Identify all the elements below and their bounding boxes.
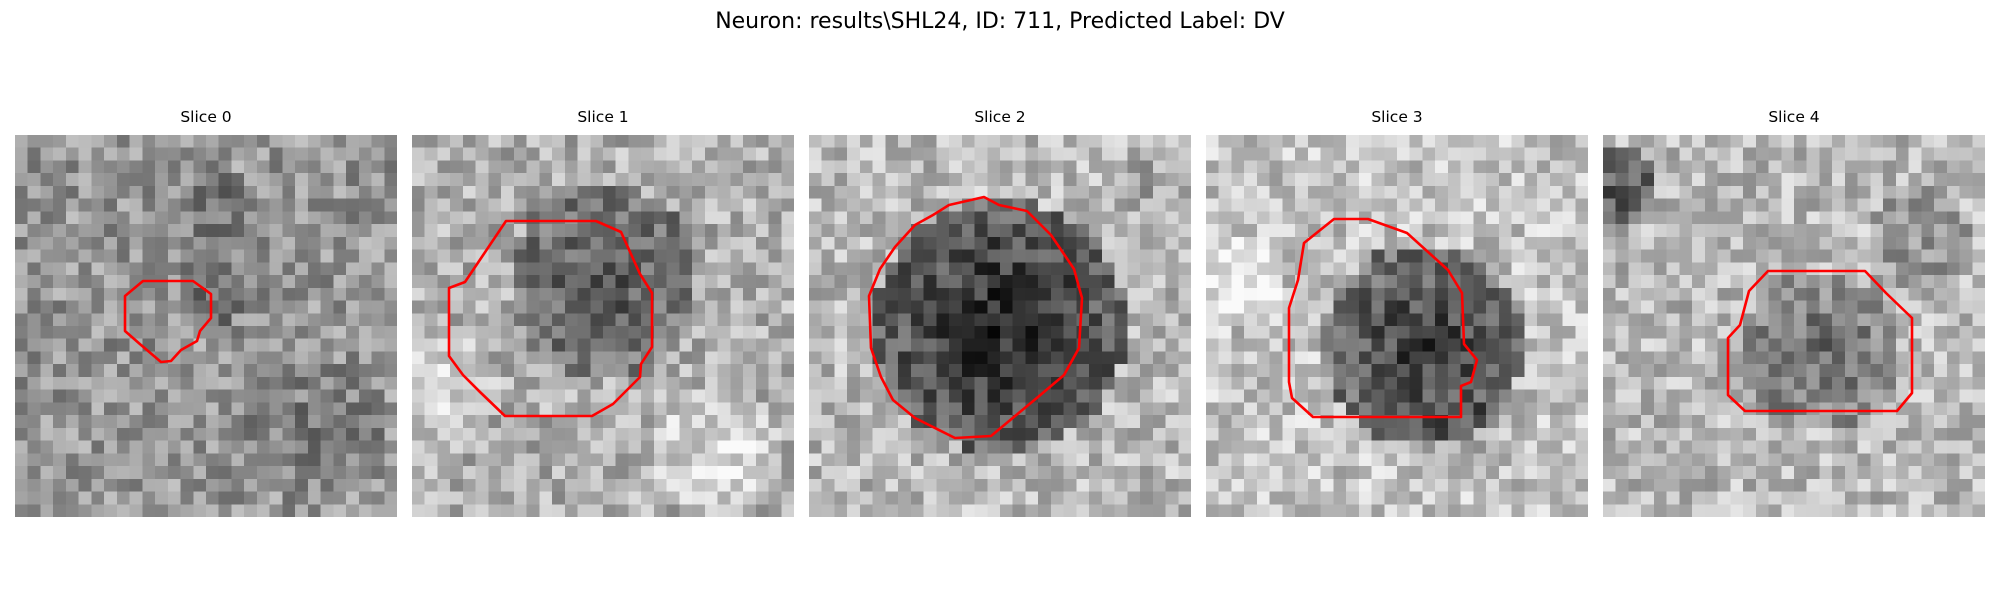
slice-title-1: Slice 1 [577, 108, 629, 126]
roi-outline-4 [1726, 269, 1914, 413]
slice-image-2 [809, 135, 1191, 517]
slice-image-3 [1206, 135, 1588, 517]
roi-outline-2 [867, 195, 1084, 440]
slice-panel-2: Slice 2 [809, 108, 1191, 517]
slice-image-0 [15, 135, 397, 517]
roi-outline-0 [123, 279, 213, 364]
slice-image-4 [1603, 135, 1985, 517]
slice-image-1 [412, 135, 794, 517]
slice-title-2: Slice 2 [974, 108, 1026, 126]
slice-panel-4: Slice 4 [1603, 108, 1985, 517]
slice-title-0: Slice 0 [180, 108, 232, 126]
slice-title-4: Slice 4 [1768, 108, 1820, 126]
slice-panel-3: Slice 3 [1206, 108, 1588, 517]
roi-outline-1 [447, 219, 654, 418]
slice-panel-0: Slice 0 [15, 108, 397, 517]
slice-panel-1: Slice 1 [412, 108, 794, 517]
slice-title-3: Slice 3 [1371, 108, 1423, 126]
roi-outline-3 [1287, 217, 1479, 419]
figure-title: Neuron: results\SHL24, ID: 711, Predicte… [715, 9, 1285, 34]
